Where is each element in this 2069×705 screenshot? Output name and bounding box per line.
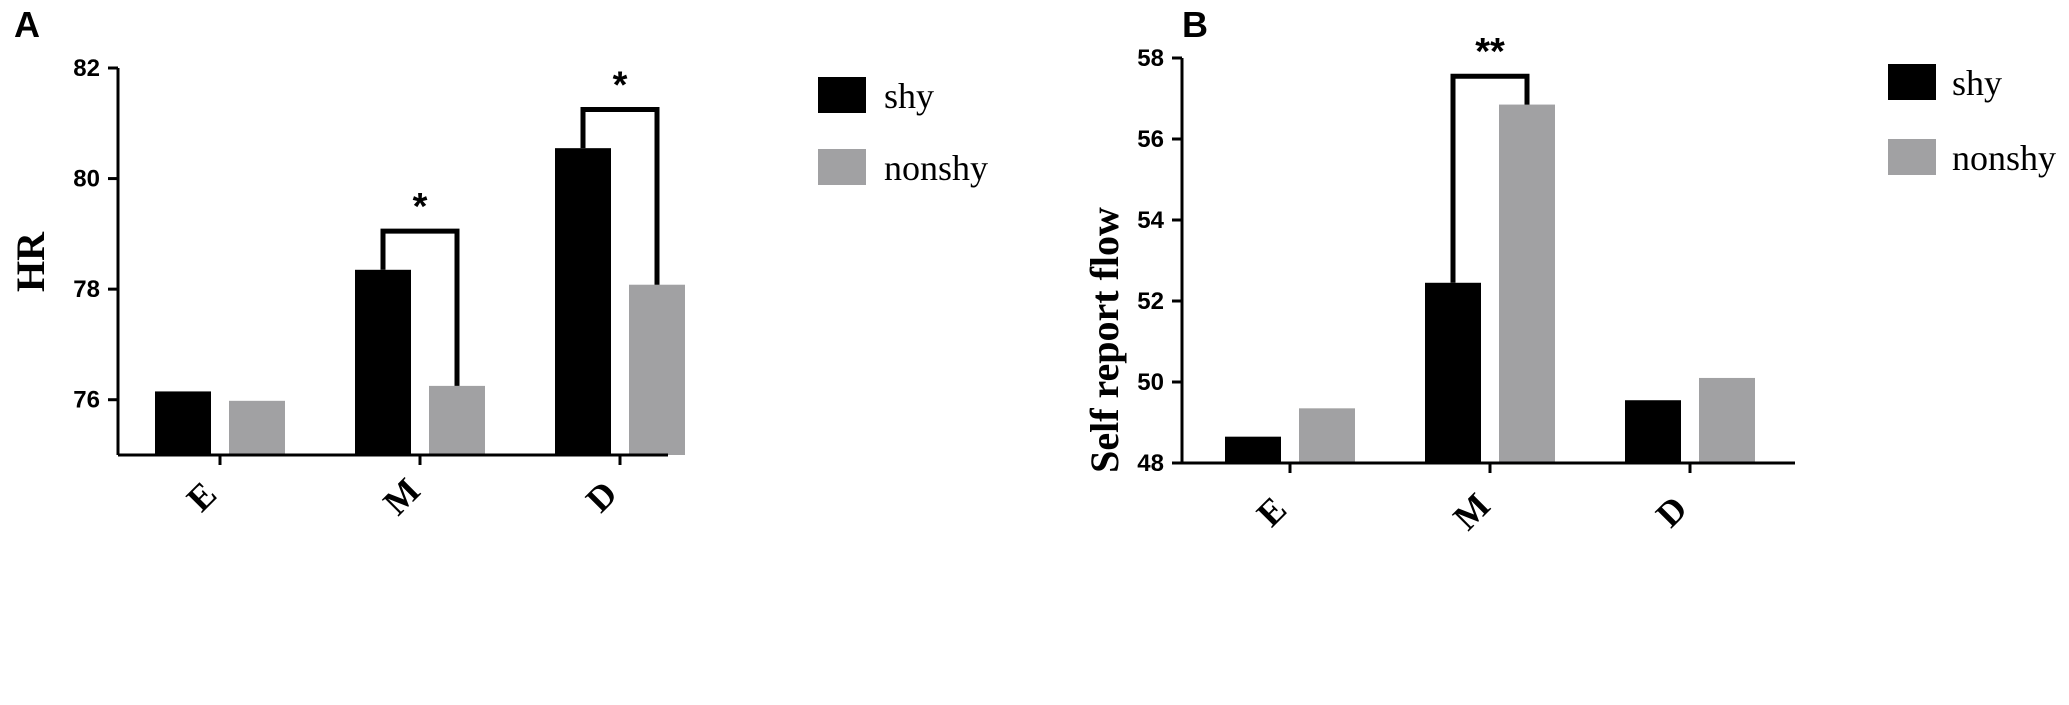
- panel-a-significance: **: [380, 64, 660, 386]
- significance-star-M: *: [413, 186, 428, 228]
- panel-b-legend-swatch-shy: [1888, 64, 1936, 100]
- panel-b-y-tick-label: 48: [1137, 450, 1164, 477]
- panel-a-x-tick-label: D: [578, 473, 625, 520]
- panel-b-y-tick-labels: 48 50 52 54 56 58: [1137, 45, 1164, 477]
- panel-a-y-axis-title: HR: [8, 231, 53, 292]
- panel-b-x-tick-label: E: [1249, 489, 1294, 534]
- panel-b-axes: [1172, 56, 1795, 473]
- bar-shy-M: [355, 269, 411, 455]
- panel-a-y-tick-label: 80: [73, 166, 100, 193]
- bar-shy-E: [1225, 436, 1281, 463]
- significance-bracket-M: [1450, 73, 1530, 283]
- panel-b-legend-swatch-nonshy: [1888, 139, 1936, 175]
- panel-a-axes: [108, 66, 668, 465]
- bar-nonshy-M: [429, 385, 485, 455]
- significance-star-D: *: [613, 64, 628, 106]
- panel-a-bars: [155, 148, 685, 455]
- panel-a-y-tick-label: 82: [73, 55, 100, 82]
- bar-nonshy-E: [229, 400, 285, 455]
- panel-a-legend-swatch-nonshy: [818, 149, 866, 185]
- panel-b-y-axis-title: Self report flow: [1082, 207, 1127, 473]
- significance-bracket-M: [380, 228, 460, 386]
- panel-a-letter: A: [14, 4, 40, 45]
- panel-b-legend: shy nonshy: [1888, 63, 2056, 178]
- bar-shy-D: [1625, 400, 1681, 463]
- panel-a-legend-label-nonshy: nonshy: [884, 148, 988, 188]
- panel-a: A HR 76 78 80 82 ** E M D shy nonshy: [8, 4, 988, 523]
- panel-b: B Self report flow 48 50 52 54 56 58 ** …: [1082, 4, 2056, 538]
- panel-b-significance: **: [1450, 31, 1530, 283]
- panel-a-legend: shy nonshy: [818, 76, 988, 188]
- panel-a-x-tick-label: E: [179, 474, 224, 519]
- panel-b-y-tick-label: 54: [1137, 207, 1164, 234]
- panel-b-x-tick-labels: E M D: [1249, 485, 1695, 537]
- panel-b-legend-label-nonshy: nonshy: [1952, 138, 2056, 178]
- bar-nonshy-D: [1699, 377, 1755, 463]
- panel-b-bars: [1225, 104, 1755, 463]
- significance-star-M: **: [1475, 31, 1505, 73]
- bar-nonshy-M: [1499, 104, 1555, 463]
- panel-a-x-tick-labels: E M D: [179, 470, 625, 522]
- panel-a-x-tick-label: M: [375, 470, 427, 522]
- panel-b-legend-label-shy: shy: [1952, 63, 2002, 103]
- panel-b-x-tick-label: D: [1648, 488, 1695, 535]
- panel-b-letter: B: [1182, 4, 1208, 45]
- panel-b-y-tick-label: 58: [1137, 45, 1164, 72]
- significance-bracket-D: [580, 106, 660, 285]
- panel-a-y-tick-label: 78: [73, 276, 100, 303]
- panel-a-y-tick-label: 76: [73, 387, 100, 414]
- panel-a-legend-label-shy: shy: [884, 76, 934, 116]
- bar-nonshy-E: [1299, 408, 1355, 463]
- bar-nonshy-D: [629, 284, 685, 455]
- bar-shy-D: [555, 148, 611, 455]
- panel-b-x-tick-label: M: [1445, 485, 1497, 537]
- panel-a-y-tick-labels: 76 78 80 82: [73, 55, 100, 414]
- panel-a-legend-swatch-shy: [818, 77, 866, 113]
- panel-b-y-tick-label: 56: [1137, 126, 1164, 153]
- bar-shy-M: [1425, 282, 1481, 463]
- panel-b-y-tick-label: 52: [1137, 288, 1164, 315]
- panel-b-y-tick-label: 50: [1137, 369, 1164, 396]
- bar-shy-E: [155, 391, 211, 455]
